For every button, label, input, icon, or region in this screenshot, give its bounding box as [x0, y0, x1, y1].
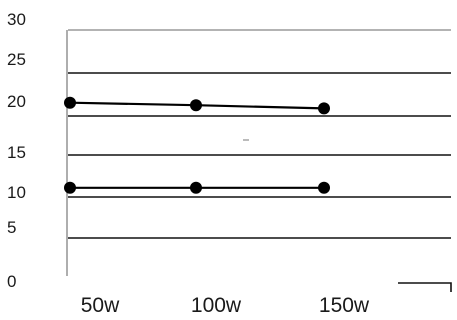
y-tick-label: 0 — [7, 272, 16, 291]
y-tick-label: 10 — [7, 183, 26, 202]
x-tick-label: 50w — [81, 294, 120, 317]
data-point — [64, 96, 76, 109]
y-tick-label: 30 — [7, 10, 26, 29]
series — [64, 96, 330, 194]
y-tick-labels: 0 5 10 15 20 25 30 — [7, 10, 26, 291]
y-tick-label: 20 — [7, 92, 26, 111]
x-tick-label: 100w — [191, 294, 242, 317]
data-point — [190, 181, 202, 194]
data-point — [318, 181, 330, 194]
y-tick-label: 5 — [7, 218, 16, 237]
y-tick-label: 25 — [7, 50, 26, 69]
data-point — [318, 102, 330, 115]
gridlines — [68, 29, 451, 239]
data-point — [190, 99, 202, 112]
data-point — [64, 181, 76, 194]
x-tick-label: 150w — [319, 294, 370, 317]
y-tick-label: 15 — [7, 143, 26, 162]
x-tick-labels: 50w 100w 150w — [81, 294, 370, 317]
corner-bracket — [398, 282, 452, 292]
